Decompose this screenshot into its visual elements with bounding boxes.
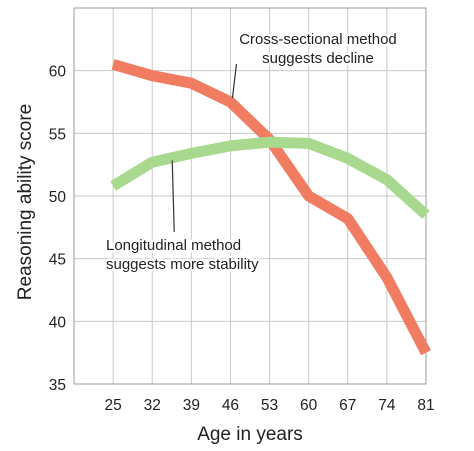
y-tick-label: 40 bbox=[49, 314, 67, 331]
annotation-halo: suggests decline bbox=[262, 50, 374, 67]
x-tick-label: 81 bbox=[417, 397, 434, 414]
x-tick-label: 39 bbox=[183, 397, 200, 414]
y-tick-label: 60 bbox=[49, 64, 67, 81]
x-tick-label: 67 bbox=[339, 397, 356, 414]
x-tick-label: 32 bbox=[144, 397, 161, 414]
y-tick-label: 50 bbox=[49, 189, 67, 206]
y-tick-label: 55 bbox=[49, 126, 66, 143]
annotation-text: suggests more stability bbox=[106, 256, 259, 273]
series-group bbox=[110, 59, 431, 356]
y-axis-title: Reasoning ability score bbox=[15, 104, 36, 300]
annotation-leader-line bbox=[231, 63, 238, 99]
plot-frame bbox=[73, 7, 427, 385]
y-tick-label: 45 bbox=[49, 252, 66, 269]
annotation-leader-line bbox=[171, 160, 175, 233]
x-axis-title: Age in years bbox=[197, 424, 303, 445]
x-tick-label: 60 bbox=[300, 397, 318, 414]
series-line-2 bbox=[110, 136, 430, 219]
y-tick-labels: 35 40 45 50 55 60 bbox=[49, 64, 67, 394]
annotation-text: suggests decline bbox=[262, 50, 374, 67]
x-tick-label: 25 bbox=[104, 397, 121, 414]
y-tick-label: 35 bbox=[49, 377, 66, 394]
annotation-halo: Longitudinal method bbox=[106, 237, 241, 254]
annotation-halo: Cross-sectional method bbox=[239, 31, 397, 48]
x-tick-label: 74 bbox=[378, 397, 396, 414]
annotation-halo: suggests more stability bbox=[106, 256, 259, 273]
x-tick-labels: 25 32 39 46 53 60 67 74 81 bbox=[104, 397, 434, 414]
annotation-text: Longitudinal method bbox=[106, 237, 241, 254]
x-tick-label: 46 bbox=[222, 397, 239, 414]
annotation-text: Cross-sectional method bbox=[239, 31, 397, 48]
x-tick-label: 53 bbox=[261, 397, 278, 414]
